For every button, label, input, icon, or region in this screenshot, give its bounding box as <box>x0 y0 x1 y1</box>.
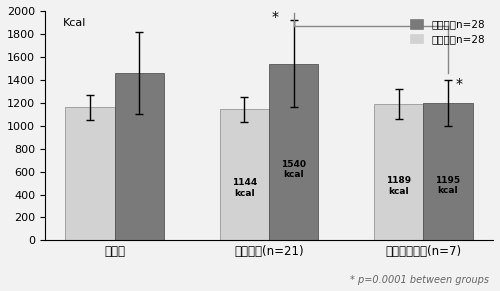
Text: 1144
kcal: 1144 kcal <box>232 178 257 198</box>
Bar <box>65 107 114 240</box>
Bar <box>114 73 164 240</box>
Bar <box>374 104 424 240</box>
Bar <box>269 64 318 240</box>
Bar <box>424 103 472 240</box>
Text: *: * <box>456 77 462 91</box>
Text: *: * <box>271 10 278 24</box>
Text: * p=0.0001 between groups: * p=0.0001 between groups <box>350 275 488 285</box>
Legend: 実測値：n=28, 計算値：n=28: 実測値：n=28, 計算値：n=28 <box>407 16 488 47</box>
Bar <box>220 109 269 240</box>
Text: 1195
kcal: 1195 kcal <box>436 176 460 195</box>
Text: 1189
kcal: 1189 kcal <box>386 176 411 196</box>
Text: Kcal: Kcal <box>62 18 86 28</box>
Text: 1540
kcal: 1540 kcal <box>281 160 306 180</box>
